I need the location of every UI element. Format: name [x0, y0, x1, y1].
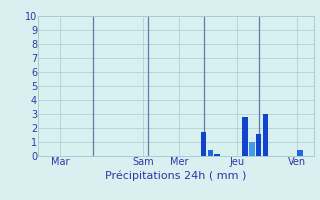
Bar	[256, 134, 261, 156]
X-axis label: Précipitations 24h ( mm ): Précipitations 24h ( mm )	[105, 170, 247, 181]
Bar	[201, 132, 206, 156]
Bar	[242, 117, 248, 156]
Bar	[249, 142, 254, 156]
Bar	[263, 114, 268, 156]
Bar	[208, 150, 213, 156]
Bar	[214, 154, 220, 156]
Bar	[297, 150, 303, 156]
